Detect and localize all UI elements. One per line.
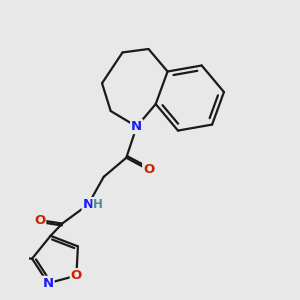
Text: O: O (71, 269, 82, 282)
Text: N: N (131, 120, 142, 133)
Text: N: N (82, 198, 94, 211)
Text: O: O (143, 164, 154, 176)
Text: N: N (43, 277, 54, 290)
Text: O: O (34, 214, 45, 226)
Text: H: H (93, 198, 103, 211)
